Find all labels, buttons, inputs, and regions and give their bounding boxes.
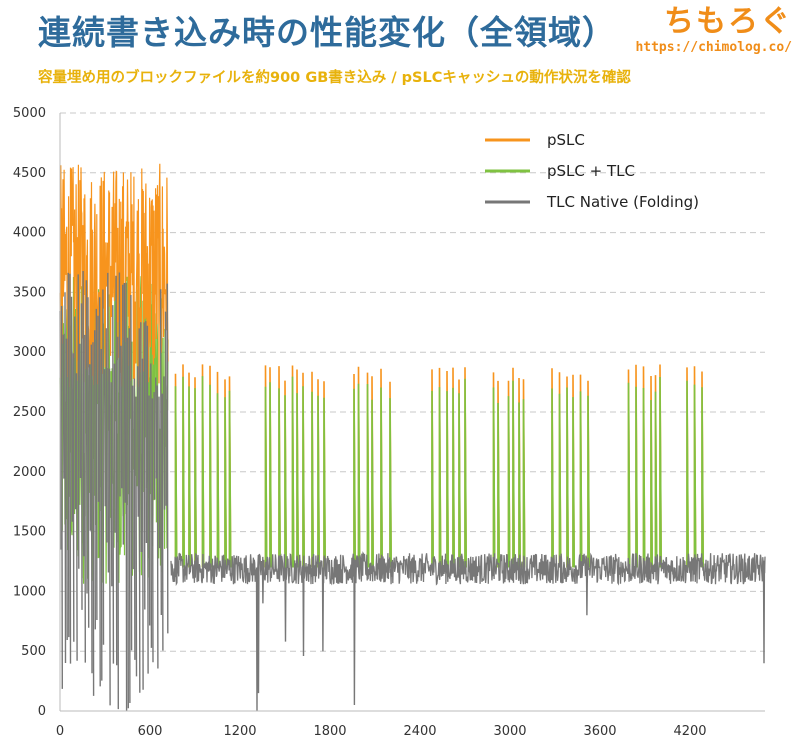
- brand-url: https://chimolog.co/: [635, 40, 792, 55]
- y-tick-label: 3000: [13, 345, 46, 360]
- y-tick-label: 500: [21, 644, 46, 659]
- page-subtitle: 容量埋め用のブロックファイルを約900 GB書き込み / pSLCキャッシュの動…: [38, 70, 631, 86]
- x-tick-label: 3000: [493, 724, 526, 739]
- y-tick-label: 2000: [13, 465, 46, 480]
- series-pslc-spikes: [174, 364, 704, 568]
- x-tick-label: 0: [56, 724, 64, 739]
- x-tick-label: 1200: [223, 724, 256, 739]
- legend-label: pSLC + TLC: [547, 162, 635, 180]
- x-tick-label: 4200: [673, 724, 706, 739]
- series-tlc-native-dips: [255, 566, 766, 712]
- series-tlc-native-baseline: [170, 551, 766, 587]
- legend-label: pSLC: [547, 131, 585, 149]
- y-tick-label: 4500: [13, 166, 46, 181]
- chart-grid: [60, 112, 765, 652]
- x-tick-label: 600: [138, 724, 163, 739]
- y-tick-label: 1500: [13, 525, 46, 540]
- brand-name: ちもろぐ: [664, 4, 792, 39]
- y-tick-label: 2500: [13, 405, 46, 420]
- y-tick-label: 4000: [13, 226, 46, 241]
- y-tick-label: 1000: [13, 584, 46, 599]
- x-tick-label: 2400: [403, 724, 436, 739]
- chart-axes: 0 500 1000 1500 2000 2500 3000 3500 4000 4500 5000…: [13, 106, 765, 739]
- brand-logo: ちもろぐ https://chimolog.co/: [635, 4, 792, 56]
- y-tick-label: 0: [38, 704, 46, 719]
- x-tick-label: 1800: [313, 724, 346, 739]
- x-tick-label: 3600: [583, 724, 616, 739]
- y-tick-label: 5000: [13, 106, 46, 121]
- chart-legend: pSLC pSLC + TLC TLC Native (Folding): [485, 131, 699, 211]
- chart-series: [59, 163, 766, 712]
- y-tick-label: 3500: [13, 285, 46, 300]
- series-pslc-tlc-spikes: [174, 376, 704, 568]
- legend-label: TLC Native (Folding): [546, 193, 699, 211]
- page-title: 連続書き込み時の性能変化（全領域）: [38, 13, 616, 52]
